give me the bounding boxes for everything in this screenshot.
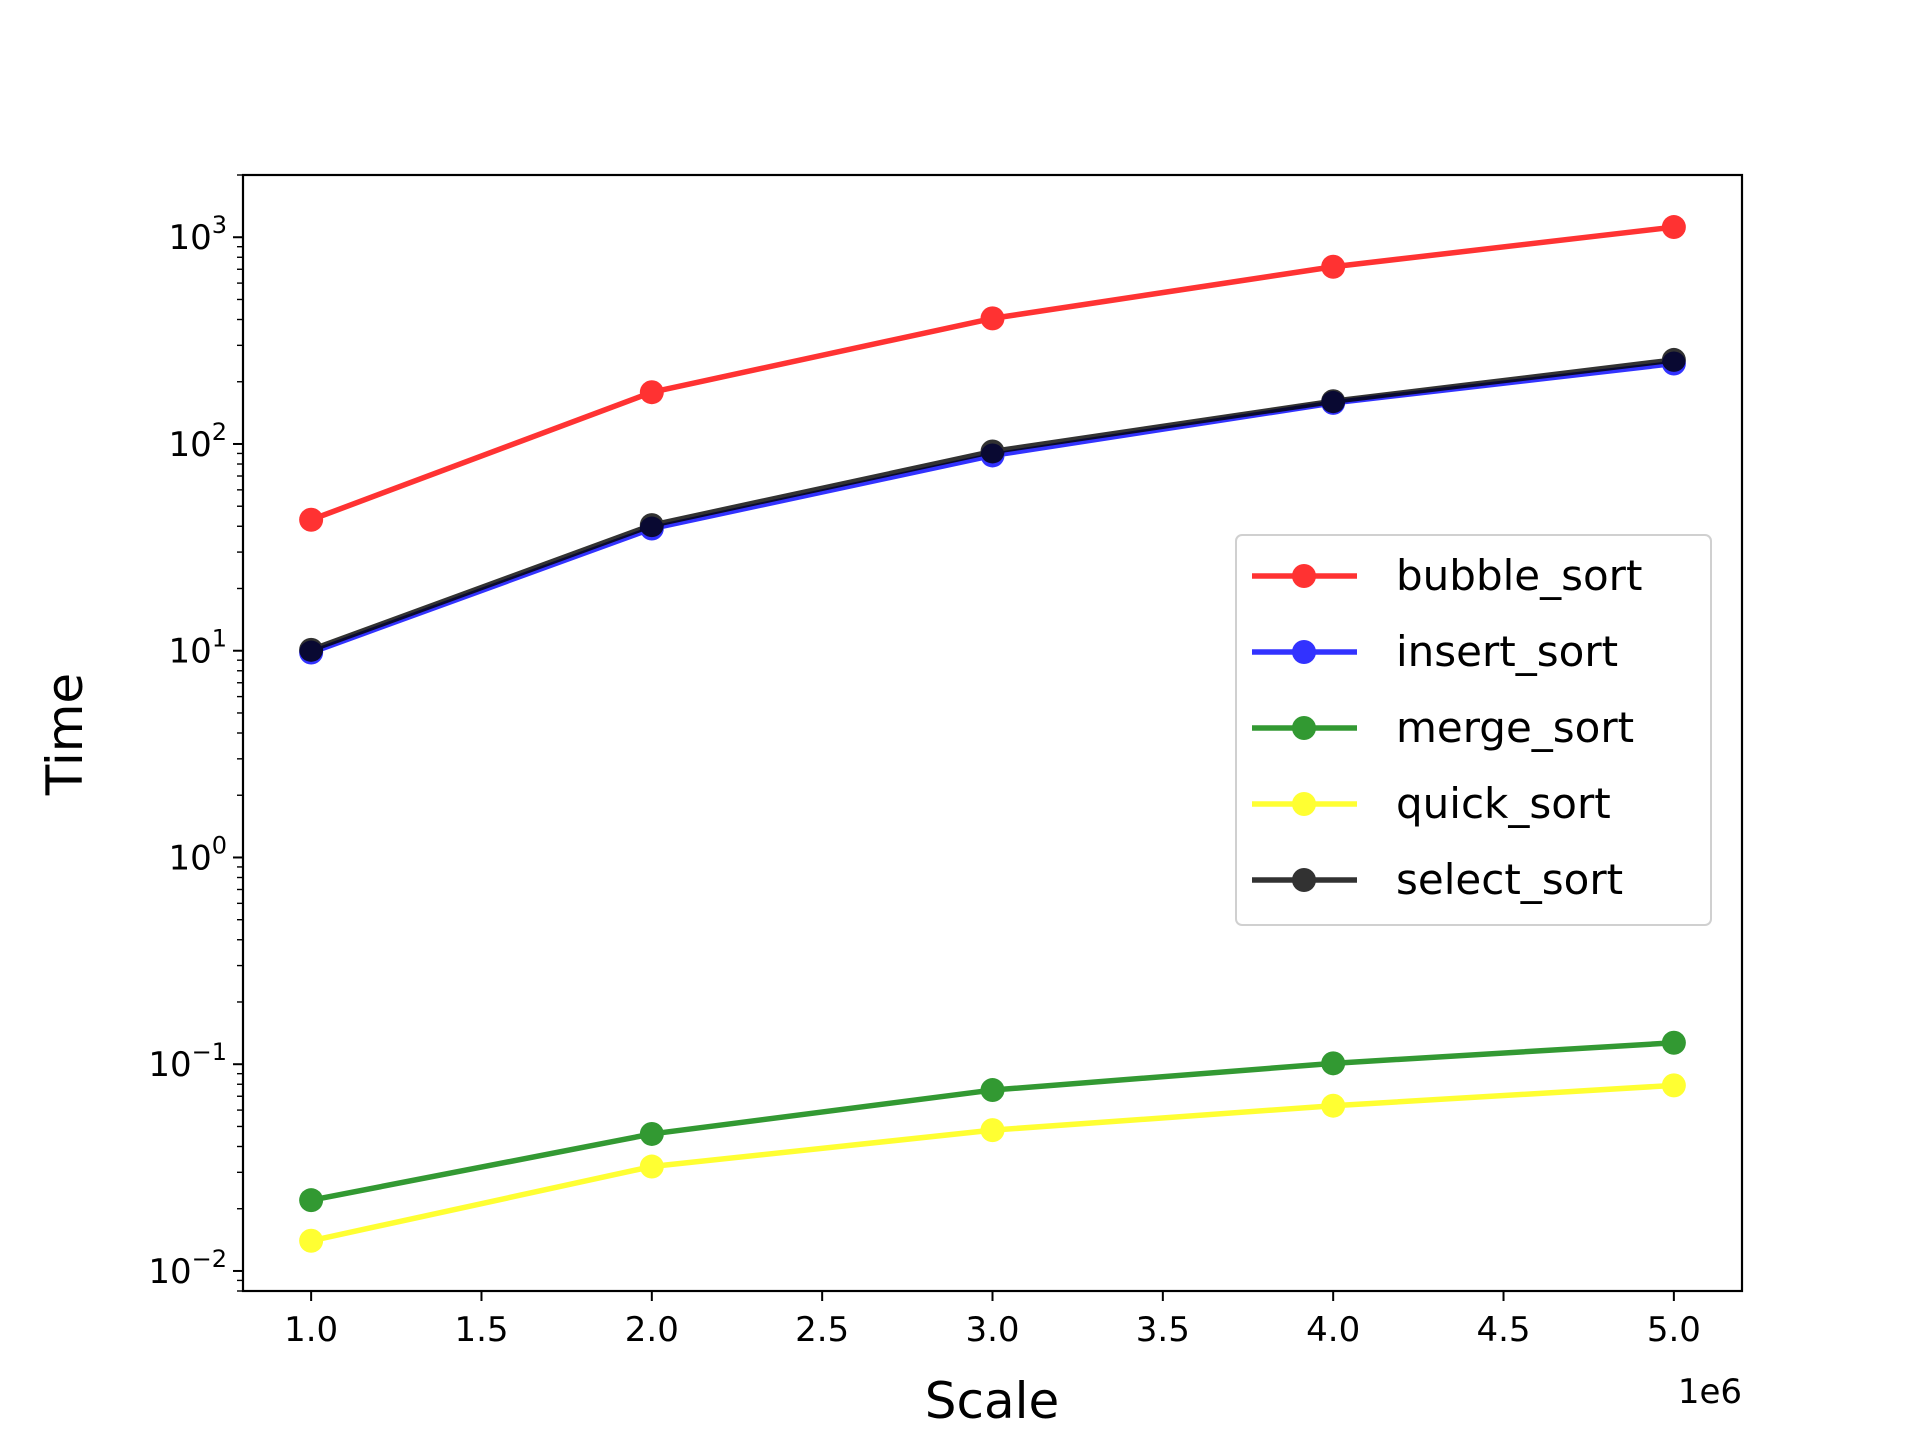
legend-swatch — [1252, 640, 1357, 664]
legend-marker — [1292, 564, 1316, 588]
legend-marker — [1292, 792, 1316, 816]
data-point — [299, 1228, 324, 1253]
x-tick-label: 3.5 — [1136, 1310, 1190, 1350]
y-tick-exponent: 2 — [212, 418, 227, 446]
legend-label: merge_sort — [1396, 703, 1634, 752]
plot-area-frame — [241, 173, 1744, 1293]
x-axis-offset-text: 1e6 — [1678, 1372, 1742, 1412]
data-point — [639, 513, 664, 538]
data-point — [980, 306, 1005, 331]
legend-label: insert_sort — [1396, 627, 1618, 676]
data-point — [639, 380, 664, 405]
y-tick-exponent: −1 — [192, 1038, 227, 1066]
legend-item: merge_sort — [1252, 703, 1634, 752]
legend-item: insert_sort — [1252, 627, 1618, 676]
y-tick-exponent: −2 — [192, 1245, 227, 1273]
legend-swatch — [1252, 792, 1357, 816]
series-layer — [299, 215, 1686, 1253]
y-tick-base: 10 — [168, 838, 211, 878]
legend-swatch — [1252, 868, 1357, 892]
y-tick-exponent: 0 — [212, 831, 227, 859]
y-tick-base: 10 — [168, 425, 211, 465]
data-point — [299, 637, 324, 662]
x-tick-label: 3.0 — [965, 1310, 1019, 1350]
legend-marker — [1292, 868, 1316, 892]
y-tick-label: 102 — [168, 418, 227, 465]
legend: bubble_sort insert_sort merge_sort quick_so… — [1235, 534, 1712, 926]
legend-label: select_sort — [1396, 855, 1623, 904]
y-tick-label: 10−1 — [148, 1038, 227, 1085]
data-point — [639, 1121, 664, 1146]
y-tick-label: 103 — [168, 211, 227, 258]
data-point — [299, 1188, 324, 1213]
legend-marker — [1292, 716, 1316, 740]
data-point — [1321, 1051, 1346, 1076]
data-point — [980, 439, 1005, 464]
x-tick-label: 1.5 — [454, 1310, 508, 1350]
series-merge_sort — [299, 1030, 1686, 1213]
series-quick_sort — [299, 1073, 1686, 1253]
legend-swatch — [1252, 564, 1357, 588]
data-point — [1661, 1073, 1686, 1098]
legend-label: quick_sort — [1396, 779, 1611, 828]
data-point — [1661, 347, 1686, 372]
x-axis-ticks: 1.0 1.5 2.0 2.5 3.0 3.5 4.0 4.5 5.0 — [284, 1291, 1701, 1350]
data-point — [1321, 254, 1346, 279]
data-point — [1661, 215, 1686, 240]
y-tick-base: 10 — [168, 218, 211, 258]
x-axis-label: Scale — [925, 1372, 1060, 1430]
y-tick-exponent: 3 — [212, 211, 227, 239]
data-point — [639, 1154, 664, 1179]
legend-item: select_sort — [1252, 855, 1623, 904]
legend-item: bubble_sort — [1252, 551, 1642, 600]
legend-frame — [1235, 534, 1712, 926]
x-tick-label: 5.0 — [1647, 1310, 1701, 1350]
legend-marker — [1292, 640, 1316, 664]
y-tick-base: 10 — [168, 632, 211, 672]
x-tick-label: 4.0 — [1306, 1310, 1360, 1350]
x-tick-label: 2.0 — [625, 1310, 679, 1350]
y-axis-label: Time — [36, 673, 94, 796]
y-tick-label: 100 — [168, 831, 227, 878]
data-point — [299, 507, 324, 532]
data-point — [1321, 389, 1346, 414]
x-tick-label: 4.5 — [1476, 1310, 1530, 1350]
y-tick-exponent: 1 — [212, 625, 227, 653]
legend-label: bubble_sort — [1396, 551, 1642, 600]
data-point — [1661, 1030, 1686, 1055]
legend-item: quick_sort — [1252, 779, 1611, 828]
data-point — [1321, 1093, 1346, 1118]
y-tick-base: 10 — [148, 1045, 191, 1085]
data-point — [980, 1078, 1005, 1103]
y-tick-base: 10 — [148, 1252, 191, 1292]
series-bubble_sort — [299, 215, 1686, 532]
series-select_sort — [299, 347, 1686, 662]
x-tick-label: 1.0 — [284, 1310, 338, 1350]
data-point — [980, 1118, 1005, 1143]
y-tick-label: 10−2 — [148, 1245, 227, 1292]
legend-swatch — [1252, 716, 1357, 740]
y-tick-label: 101 — [168, 625, 227, 672]
x-tick-label: 2.5 — [795, 1310, 849, 1350]
